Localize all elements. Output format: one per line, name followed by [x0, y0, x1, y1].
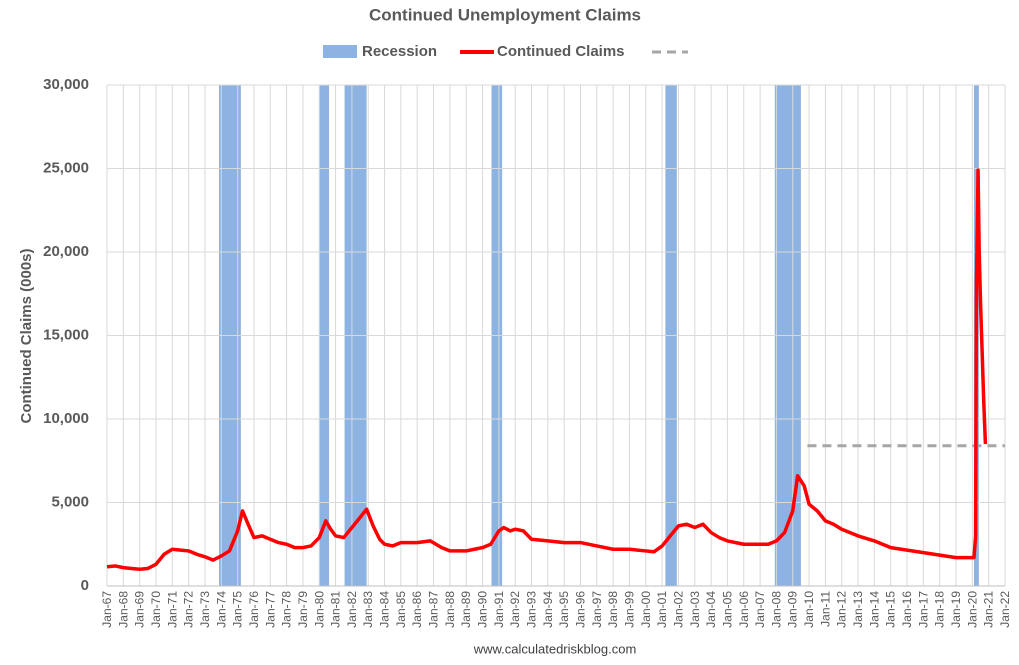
x-tick-label: Jan-18	[933, 591, 947, 628]
y-tick-label: 0	[81, 577, 89, 594]
x-tick-label: Jan-72	[182, 591, 196, 628]
x-tick-label: Jan-90	[476, 591, 490, 628]
legend-swatch	[323, 45, 357, 58]
x-tick-label: Jan-81	[329, 591, 343, 628]
x-tick-label: Jan-78	[280, 591, 294, 628]
x-tick-label: Jan-99	[622, 591, 636, 628]
x-tick-label: Jan-12	[835, 591, 849, 628]
y-tick-label: 15,000	[43, 326, 89, 343]
x-tick-label: Jan-97	[590, 591, 604, 628]
x-tick-label: Jan-03	[688, 591, 702, 628]
x-tick-label: Jan-86	[410, 591, 424, 628]
x-tick-label: Jan-06	[737, 591, 751, 628]
x-tick-label: Jan-15	[884, 591, 898, 628]
y-tick-label: 10,000	[43, 410, 89, 427]
x-tick-label: Jan-95	[557, 591, 571, 628]
x-tick-label: Jan-01	[655, 591, 669, 628]
x-tick-label: Jan-96	[573, 591, 587, 628]
x-tick-label: Jan-11	[818, 591, 832, 627]
x-tick-label: Jan-05	[720, 591, 734, 628]
x-tick-label: Jan-83	[361, 591, 375, 628]
x-tick-label: Jan-07	[753, 591, 767, 628]
legend-label: Recession	[362, 43, 437, 60]
x-tick-label: Jan-02	[671, 591, 685, 628]
x-tick-label: Jan-00	[639, 591, 653, 628]
chart-title: Continued Unemployment Claims	[369, 5, 641, 24]
x-tick-label: Jan-04	[704, 591, 718, 628]
source: www.calculatedriskblog.com	[473, 641, 637, 656]
x-tick-label: Jan-17	[916, 591, 930, 628]
x-tick-label: Jan-92	[508, 591, 522, 628]
x-tick-label: Jan-67	[100, 591, 114, 628]
x-tick-label: Jan-85	[394, 591, 408, 628]
series-line	[106, 168, 988, 572]
y-axis-label: Continued Claims (000s)	[18, 248, 35, 423]
x-tick-label: Jan-13	[851, 591, 865, 628]
x-tick-label: Jan-22	[998, 591, 1012, 628]
x-tick-label: Jan-93	[525, 591, 539, 628]
x-tick-label: Jan-19	[949, 591, 963, 628]
y-tick-label: 5,000	[51, 493, 89, 510]
y-tick-label: 25,000	[43, 159, 89, 176]
x-tick-label: Jan-75	[231, 591, 245, 628]
x-tick-label: Jan-10	[802, 591, 816, 628]
legend-label: Continued Claims	[497, 43, 625, 60]
x-tick-label: Jan-89	[459, 591, 473, 628]
x-tick-label: Jan-94	[541, 591, 555, 628]
x-tick-label: Jan-98	[606, 591, 620, 628]
x-tick-label: Jan-82	[345, 591, 359, 628]
x-tick-label: Jan-84	[378, 591, 392, 628]
x-tick-label: Jan-74	[214, 591, 228, 628]
x-tick-label: Jan-91	[492, 591, 506, 628]
x-tick-label: Jan-21	[982, 591, 996, 628]
x-tick-label: Jan-87	[427, 591, 441, 628]
x-tick-label: Jan-71	[165, 591, 179, 628]
x-tick-label: Jan-20	[965, 591, 979, 628]
x-tick-label: Jan-09	[786, 591, 800, 628]
x-tick-label: Jan-76	[247, 591, 261, 628]
x-tick-label: Jan-70	[149, 591, 163, 628]
x-tick-label: Jan-80	[312, 591, 326, 628]
x-tick-label: Jan-73	[198, 591, 212, 628]
x-tick-label: Jan-16	[900, 591, 914, 628]
x-tick-label: Jan-77	[263, 591, 277, 628]
y-tick-label: 20,000	[43, 243, 89, 260]
x-tick-label: Jan-08	[769, 591, 783, 628]
y-tick-label: 30,000	[43, 76, 89, 93]
x-tick-label: Jan-88	[443, 591, 457, 628]
x-tick-label: Jan-68	[116, 591, 130, 628]
x-tick-label: Jan-69	[133, 591, 147, 628]
x-tick-label: Jan-14	[867, 591, 881, 628]
x-tick-label: Jan-79	[296, 591, 310, 628]
